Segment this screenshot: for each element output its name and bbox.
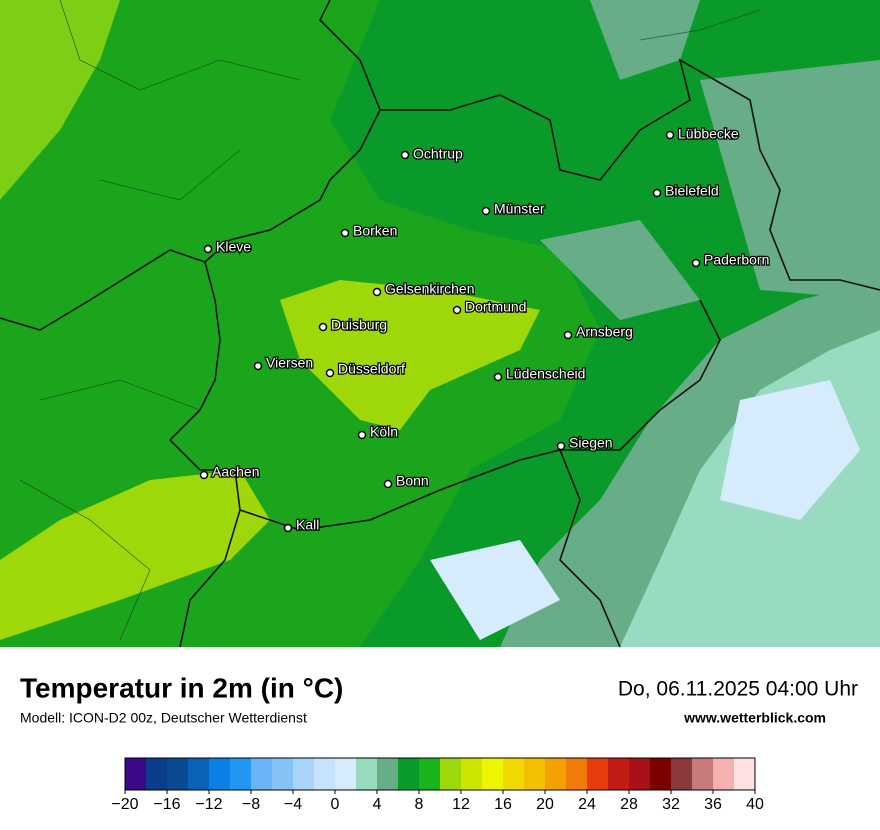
city: Kall — [283, 515, 321, 534]
city: Bonn — [383, 471, 430, 490]
datetime: Do, 06.11.2025 04:00 Uhr — [618, 678, 858, 701]
colorbar-tick-label: −8 — [242, 796, 260, 813]
colorbar-cell — [524, 758, 546, 790]
city-name: Düsseldorf — [338, 361, 405, 377]
city-name: Viersen — [266, 355, 313, 371]
colorbar-cell — [335, 758, 357, 790]
city-name: Köln — [370, 424, 398, 440]
city: Münster — [481, 199, 546, 218]
colorbar-cell — [419, 758, 441, 790]
colorbar-cell — [209, 758, 231, 790]
city-name: Paderborn — [704, 252, 769, 268]
city: Borken — [340, 221, 399, 240]
colorbar-cell — [356, 758, 378, 790]
city-name: Aachen — [212, 464, 259, 480]
city-name: Arnsberg — [576, 324, 633, 340]
colorbar-cell — [650, 758, 672, 790]
colorbar-cell — [251, 758, 273, 790]
colorbar-tick-label: 28 — [620, 796, 638, 813]
colorbar-tick-label: 16 — [494, 796, 512, 813]
colorbar-cell — [545, 758, 567, 790]
city: Viersen — [253, 353, 314, 372]
city-name: Ochtrup — [413, 146, 463, 162]
colorbar-cell — [608, 758, 630, 790]
colorbar-tick-label: −20 — [111, 796, 138, 813]
city: Duisburg — [318, 315, 388, 334]
colorbar-tick-label: 0 — [331, 796, 340, 813]
subtitle: Modell: ICON-D2 00z, Deutscher Wetterdie… — [20, 710, 307, 726]
city-name: Lüdenscheid — [506, 366, 585, 382]
colorbar-tick-label: −16 — [153, 796, 180, 813]
colorbar-cell — [503, 758, 525, 790]
city-name: Münster — [494, 201, 545, 217]
colorbar-cell — [461, 758, 483, 790]
colorbar-tick-label: 12 — [452, 796, 470, 813]
city: Siegen — [556, 433, 614, 452]
city-name: Bielefeld — [665, 183, 719, 199]
city: Bielefeld — [652, 181, 720, 200]
city-name: Duisburg — [331, 317, 387, 333]
colorbar-cell — [671, 758, 693, 790]
colorbar-cell — [734, 758, 756, 790]
map — [0, 0, 880, 648]
city-name: Lübbecke — [678, 126, 739, 142]
city: Paderborn — [691, 250, 771, 269]
city-name: Gelsenkirchen — [385, 281, 475, 297]
colorbar-cell — [167, 758, 189, 790]
colorbar-cell — [692, 758, 714, 790]
colorbar-cell — [125, 758, 147, 790]
city: Lübbecke — [665, 124, 740, 143]
city: Dortmund — [452, 297, 528, 316]
colorbar-cell — [440, 758, 462, 790]
colorbar-tick-label: 8 — [415, 796, 424, 813]
colorbar-tick-label: 36 — [704, 796, 722, 813]
city-labels: Ochtrup Lübbecke Bielefeld Münster Borke… — [199, 124, 771, 534]
colorbar-cell — [629, 758, 651, 790]
colorbar-cell — [314, 758, 336, 790]
colorbar-tick-label: −12 — [195, 796, 222, 813]
city-name: Siegen — [569, 435, 613, 451]
colorbar-cell — [713, 758, 735, 790]
colorbar-tick-label: 24 — [578, 796, 596, 813]
colorbar-cell — [398, 758, 420, 790]
city: Arnsberg — [563, 322, 634, 341]
colorbar: −20 −16 −12 −8 −4 0 4 8 12 16 20 24 28 32 36 40 — [111, 757, 764, 813]
website: www.wetterblick.com — [683, 710, 826, 726]
city: Kleve — [203, 237, 252, 256]
colorbar-tick-label: 20 — [536, 796, 554, 813]
colorbar-cell — [482, 758, 504, 790]
colorbar-cell — [188, 758, 210, 790]
colorbar-frame — [124, 757, 756, 791]
city: Gelsenkirchen — [372, 279, 476, 298]
colorbar-tick-label: −4 — [284, 796, 302, 813]
city: Lüdenscheid — [493, 364, 587, 383]
city-name: Kall — [296, 517, 319, 533]
colorbar-cell — [293, 758, 315, 790]
colorbar-cell — [377, 758, 399, 790]
colorbar-cell — [587, 758, 609, 790]
city: Düsseldorf — [325, 359, 406, 378]
colorbar-tick-label: 32 — [662, 796, 680, 813]
city: Aachen — [199, 462, 261, 481]
city-name: Bonn — [396, 473, 429, 489]
city: Köln — [357, 422, 399, 441]
colorbar-cell — [566, 758, 588, 790]
city: Ochtrup — [400, 144, 464, 163]
colorbar-cell — [146, 758, 168, 790]
city-name: Dortmund — [465, 299, 526, 315]
title: Temperatur in 2m (in °C) — [20, 672, 343, 703]
city-name: Kleve — [216, 239, 251, 255]
colorbar-tick-label: 4 — [373, 796, 382, 813]
colorbar-cell — [230, 758, 252, 790]
colorbar-tick-label: 40 — [746, 796, 764, 813]
city-name: Borken — [353, 223, 397, 239]
colorbar-cell — [272, 758, 294, 790]
